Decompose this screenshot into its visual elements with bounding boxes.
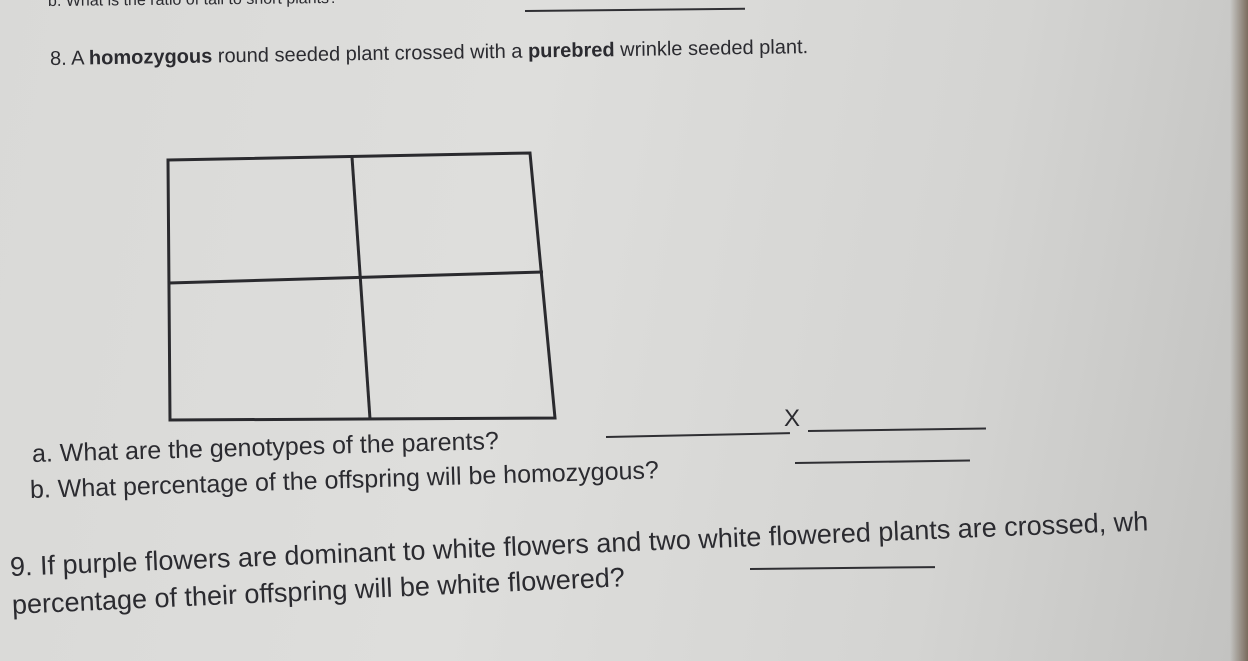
- square-divider: [350, 156, 372, 420]
- cross-symbol: X: [784, 405, 801, 432]
- square-outline: [166, 151, 557, 422]
- square-divider: [168, 270, 544, 285]
- page-edge-shadow: [1230, 0, 1248, 661]
